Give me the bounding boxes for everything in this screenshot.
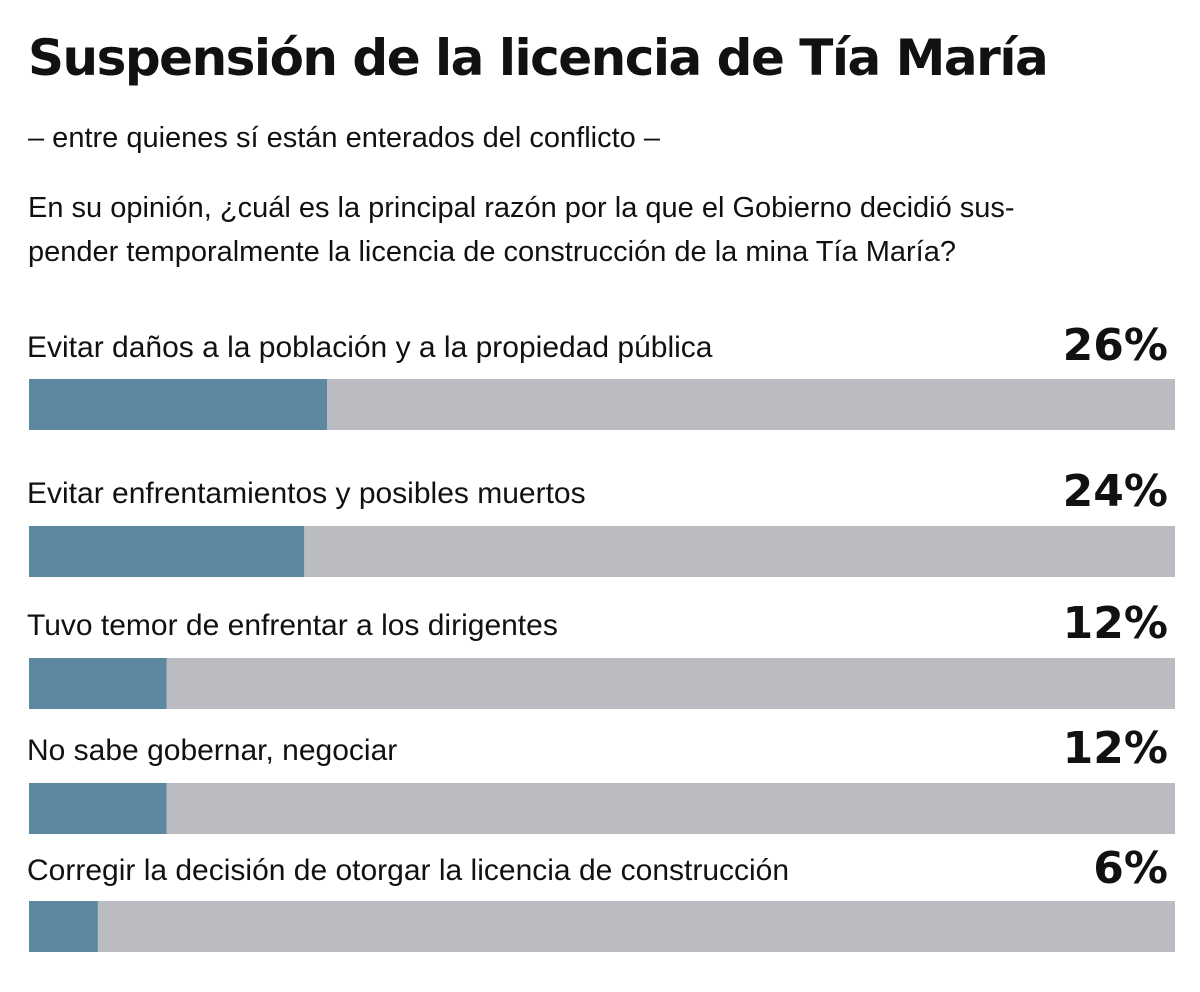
survey-question: En su opinión, ¿cuál es la principal raz…: [28, 186, 1178, 274]
bar: [29, 526, 305, 577]
category-label: Evitar daños a la población y a la propi…: [27, 331, 713, 364]
bar-group: Evitar enfrentamientos y posibles muerto…: [27, 466, 1175, 577]
chart-subtitle: – entre quienes sí están enterados del c…: [28, 122, 660, 154]
chart-title: Suspensión de la licencia de Tía María: [28, 29, 1049, 87]
value-label: 12%: [1063, 598, 1168, 649]
value-label: 12%: [1063, 723, 1168, 774]
survey-question-line-2: pender temporalmente la licencia de cons…: [28, 236, 956, 268]
bar: [29, 379, 327, 430]
category-label: Evitar enfrentamientos y posibles muerto…: [27, 477, 586, 510]
bar-track: [29, 783, 1175, 834]
bar: [29, 658, 167, 709]
value-label: 6%: [1093, 843, 1168, 894]
value-label: 24%: [1063, 466, 1168, 517]
bar-group: Evitar daños a la población y a la propi…: [27, 320, 1175, 430]
bar-group: Corregir la decisión de otorgar la licen…: [27, 843, 1175, 952]
bar-group: No sabe gobernar, negociar 12%: [27, 723, 1175, 834]
survey-question-line-1: En su opinión, ¿cuál es la principal raz…: [28, 192, 1015, 224]
bar: [29, 901, 98, 952]
category-label: Tuvo temor de enfrentar a los dirigentes: [27, 609, 558, 642]
bar-track: [29, 658, 1175, 709]
category-label: Corregir la decisión de otorgar la licen…: [27, 854, 789, 887]
value-label: 26%: [1063, 320, 1168, 371]
bar-track: [29, 901, 1175, 952]
bar: [29, 783, 167, 834]
category-label: No sabe gobernar, negociar: [27, 734, 397, 767]
bar-group: Tuvo temor de enfrentar a los dirigentes…: [27, 598, 1175, 709]
